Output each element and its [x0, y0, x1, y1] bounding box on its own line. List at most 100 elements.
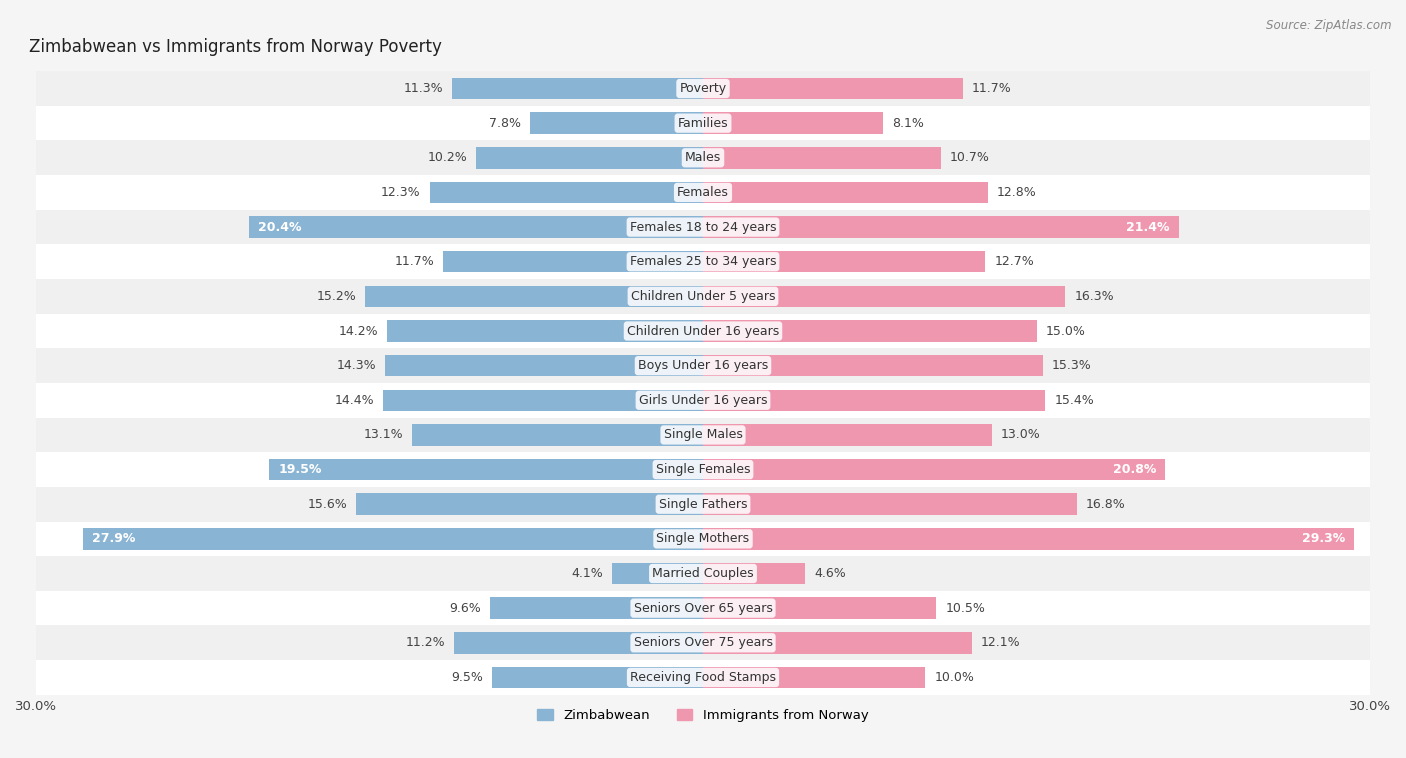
Bar	[703, 355, 1043, 377]
Text: 15.4%: 15.4%	[1054, 394, 1094, 407]
Text: Males: Males	[685, 152, 721, 164]
Text: Females 25 to 34 years: Females 25 to 34 years	[630, 255, 776, 268]
Text: 11.7%: 11.7%	[394, 255, 434, 268]
Text: 11.2%: 11.2%	[405, 636, 446, 650]
Bar	[37, 590, 1369, 625]
Bar	[37, 522, 1369, 556]
Text: 15.3%: 15.3%	[1052, 359, 1092, 372]
Text: 12.8%: 12.8%	[997, 186, 1036, 199]
Bar	[703, 632, 972, 653]
Text: 10.0%: 10.0%	[934, 671, 974, 684]
Text: 15.6%: 15.6%	[308, 498, 347, 511]
Text: 4.1%: 4.1%	[571, 567, 603, 580]
Text: Married Couples: Married Couples	[652, 567, 754, 580]
Bar	[451, 78, 703, 99]
Text: 10.2%: 10.2%	[427, 152, 467, 164]
Bar	[703, 251, 986, 272]
Bar	[356, 493, 703, 515]
Text: 7.8%: 7.8%	[489, 117, 520, 130]
Bar	[412, 424, 703, 446]
Text: Single Males: Single Males	[664, 428, 742, 441]
Bar	[489, 597, 703, 619]
Text: Zimbabwean vs Immigrants from Norway Poverty: Zimbabwean vs Immigrants from Norway Pov…	[30, 38, 443, 56]
Text: 13.0%: 13.0%	[1001, 428, 1040, 441]
Text: 9.5%: 9.5%	[451, 671, 482, 684]
Bar	[37, 244, 1369, 279]
Bar	[382, 390, 703, 411]
Text: Children Under 16 years: Children Under 16 years	[627, 324, 779, 337]
Text: 12.3%: 12.3%	[381, 186, 420, 199]
Text: 12.7%: 12.7%	[994, 255, 1033, 268]
Text: 9.6%: 9.6%	[449, 602, 481, 615]
Bar	[703, 528, 1354, 550]
Bar	[37, 453, 1369, 487]
Bar	[429, 182, 703, 203]
Text: 14.4%: 14.4%	[335, 394, 374, 407]
Bar	[703, 562, 806, 584]
Legend: Zimbabwean, Immigrants from Norway: Zimbabwean, Immigrants from Norway	[537, 709, 869, 722]
Text: Girls Under 16 years: Girls Under 16 years	[638, 394, 768, 407]
Bar	[703, 667, 925, 688]
Bar	[37, 383, 1369, 418]
Text: Single Fathers: Single Fathers	[659, 498, 747, 511]
Text: 16.8%: 16.8%	[1085, 498, 1125, 511]
Bar	[37, 660, 1369, 695]
Bar	[83, 528, 703, 550]
Bar	[37, 71, 1369, 106]
Text: 29.3%: 29.3%	[1302, 532, 1346, 545]
Bar	[37, 314, 1369, 349]
Text: 15.2%: 15.2%	[316, 290, 356, 303]
Bar	[454, 632, 703, 653]
Text: Poverty: Poverty	[679, 82, 727, 95]
Text: 13.1%: 13.1%	[363, 428, 404, 441]
Bar	[385, 355, 703, 377]
Bar	[366, 286, 703, 307]
Text: 8.1%: 8.1%	[891, 117, 924, 130]
Text: 4.6%: 4.6%	[814, 567, 846, 580]
Bar	[703, 112, 883, 134]
Bar	[703, 216, 1178, 238]
Text: 12.1%: 12.1%	[981, 636, 1021, 650]
Text: Children Under 5 years: Children Under 5 years	[631, 290, 775, 303]
Text: 20.8%: 20.8%	[1114, 463, 1157, 476]
Bar	[37, 279, 1369, 314]
Bar	[703, 78, 963, 99]
Text: 11.3%: 11.3%	[404, 82, 443, 95]
Text: Source: ZipAtlas.com: Source: ZipAtlas.com	[1267, 19, 1392, 32]
Bar	[703, 321, 1036, 342]
Bar	[612, 562, 703, 584]
Bar	[37, 625, 1369, 660]
Text: 10.5%: 10.5%	[945, 602, 986, 615]
Bar	[37, 556, 1369, 590]
Bar	[492, 667, 703, 688]
Text: 27.9%: 27.9%	[91, 532, 135, 545]
Bar	[37, 106, 1369, 140]
Bar	[37, 210, 1369, 244]
Text: Females 18 to 24 years: Females 18 to 24 years	[630, 221, 776, 233]
Text: 11.7%: 11.7%	[972, 82, 1012, 95]
Bar	[703, 459, 1166, 481]
Bar	[37, 418, 1369, 453]
Text: 14.3%: 14.3%	[336, 359, 377, 372]
Text: 20.4%: 20.4%	[259, 221, 302, 233]
Bar	[37, 140, 1369, 175]
Text: Seniors Over 75 years: Seniors Over 75 years	[634, 636, 772, 650]
Text: Females: Females	[678, 186, 728, 199]
Bar	[703, 182, 987, 203]
Bar	[37, 349, 1369, 383]
Bar	[703, 286, 1066, 307]
Text: Seniors Over 65 years: Seniors Over 65 years	[634, 602, 772, 615]
Text: 15.0%: 15.0%	[1046, 324, 1085, 337]
Text: 21.4%: 21.4%	[1126, 221, 1170, 233]
Bar	[703, 390, 1046, 411]
Bar	[477, 147, 703, 168]
Text: Single Females: Single Females	[655, 463, 751, 476]
Bar	[703, 424, 993, 446]
Bar	[703, 493, 1077, 515]
Bar	[443, 251, 703, 272]
Bar	[270, 459, 703, 481]
Bar	[530, 112, 703, 134]
Bar	[37, 175, 1369, 210]
Text: 10.7%: 10.7%	[950, 152, 990, 164]
Bar	[703, 147, 941, 168]
